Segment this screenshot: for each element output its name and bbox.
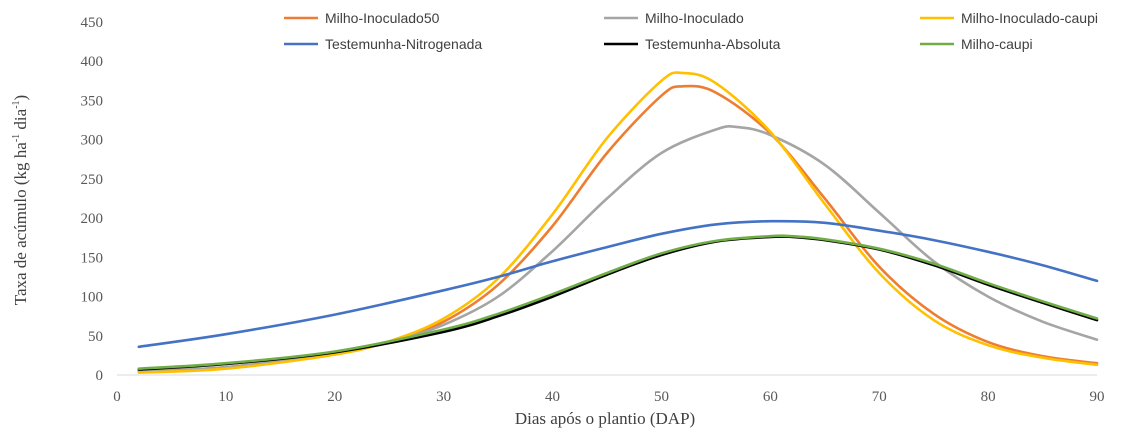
x-tick-label: 40: [545, 389, 560, 405]
legend-label: Testemunha-Absoluta: [645, 36, 781, 52]
legend-label: Milho-Inoculado: [645, 10, 744, 26]
legend-label: Milho-caupi: [961, 36, 1033, 52]
series-line-1: [139, 86, 1097, 371]
y-tick-label: 0: [96, 368, 104, 384]
x-tick-label: 60: [763, 389, 778, 405]
legend: Milho-Inoculado50 Milho-Inoculado Milho-In…: [284, 10, 1098, 52]
x-tick-label: 0: [113, 389, 121, 405]
legend-label: Milho-Inoculado-caupi: [961, 10, 1098, 26]
series-line-5: [139, 236, 1097, 369]
y-tick-label: 250: [81, 172, 104, 188]
series-line-6: [139, 236, 1097, 369]
legend-label: Testemunha-Nitrogenada: [325, 36, 482, 52]
x-tick-label: 90: [1090, 389, 1105, 405]
x-tick-label: 50: [654, 389, 669, 405]
y-axis-title: Taxa de acúmulo (kg ha-1 dia-1): [11, 95, 30, 305]
y-tick-label: 100: [81, 290, 104, 306]
x-tick-label: 70: [872, 389, 887, 405]
series-line-3: [139, 72, 1097, 372]
series-line-2: [139, 126, 1097, 371]
series-line-4: [139, 221, 1097, 347]
y-axis: 0 50 100 150 200 250 300 350 400 450: [81, 15, 104, 384]
y-tick-label: 50: [88, 329, 103, 345]
x-axis: 0 10 20 30 40 50 60 70 80 90: [113, 375, 1104, 405]
y-tick-label: 400: [81, 54, 104, 70]
x-tick-label: 80: [981, 389, 996, 405]
y-tick-label: 150: [81, 250, 104, 266]
legend-label: Milho-Inoculado50: [325, 10, 440, 26]
x-axis-title: Dias após o plantio (DAP): [515, 409, 695, 428]
x-tick-label: 20: [327, 389, 342, 405]
y-tick-label: 300: [81, 133, 104, 149]
y-tick-label: 200: [81, 211, 104, 227]
x-tick-label: 30: [436, 389, 451, 405]
y-tick-label: 350: [81, 93, 104, 109]
y-tick-label: 450: [81, 15, 104, 31]
x-tick-label: 10: [218, 389, 233, 405]
series-lines: [139, 72, 1097, 372]
